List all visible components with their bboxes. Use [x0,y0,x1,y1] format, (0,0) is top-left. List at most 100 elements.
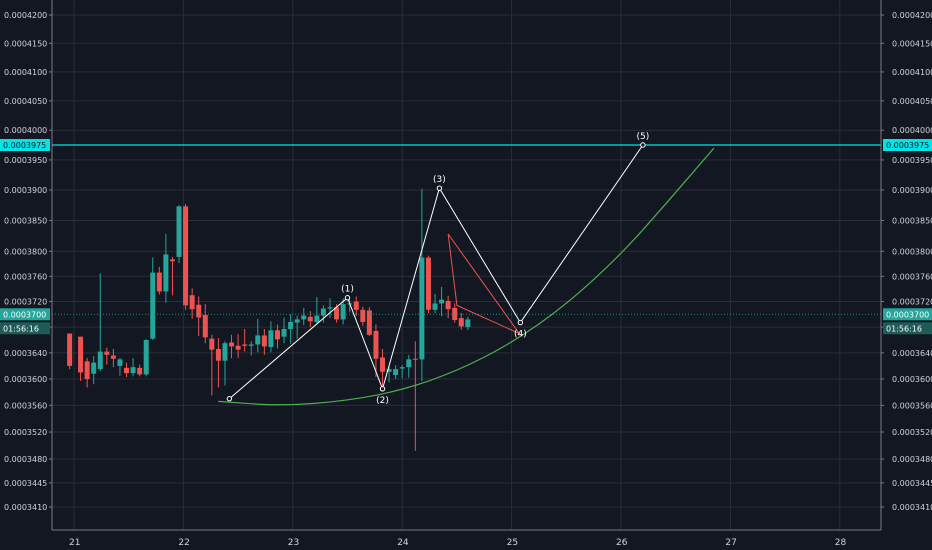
x-tick-label: 21 [69,538,80,548]
level-badge-right: 0.0003975 [883,139,932,152]
candle [229,334,235,359]
candle [248,341,254,356]
candle-body [314,315,320,322]
candle-body [425,257,431,310]
price-badge-left-text: 0.0003700 [3,310,46,319]
candle [458,313,464,330]
y-tick-label-right: 0.0003410 [892,503,932,512]
candle [97,273,103,372]
x-tick-label: 28 [835,538,847,548]
candle [84,358,90,388]
candle [110,348,116,368]
x-tick-label: 25 [507,538,518,548]
candle [301,307,307,326]
candle [419,188,425,381]
candle-body [209,338,215,350]
candle-body [150,272,156,339]
y-tick-label-right: 0.0003720 [892,298,932,307]
candle-body [445,300,451,310]
candle-body [248,344,254,346]
candle-body [176,206,182,257]
price-badge-right-text: 0.0003700 [886,310,929,319]
candle [117,358,123,376]
y-tick-label-left: 0.0004150 [4,39,47,48]
level-badge-left: 0.0003975 [0,139,50,152]
candle-body [320,308,326,316]
candle [78,336,84,381]
candle [380,348,386,389]
candle [215,338,221,388]
grid [52,0,881,530]
wave-label: (4) [514,330,527,340]
wave-line [229,144,644,400]
x-tick-label: 22 [178,538,189,548]
candle-body [78,336,84,373]
candle-body [380,357,386,372]
candle-body [268,330,274,348]
candle-body [360,309,366,322]
candle-body [124,367,130,374]
candle [353,296,359,317]
candle [425,255,431,314]
candle [261,329,267,355]
candle [274,324,280,349]
candle [386,365,392,383]
timer-badge-right: 01:56:16 [883,322,932,335]
y-tick-label-right: 0.0003480 [892,455,932,464]
candle [202,304,208,344]
y-tick-label-left: 0.0003800 [4,247,47,256]
candle-body [439,299,445,304]
candle-body [353,301,359,310]
triangle-pattern [447,233,521,335]
candle-body [393,369,399,376]
wave-label: (2) [376,396,389,406]
y-tick-label-left: 0.0003760 [4,272,47,281]
level-badge-right-text: 0.0003975 [886,141,929,150]
wave-point [344,295,351,301]
support-curve [218,147,715,406]
y-tick-label-right: 0.0003640 [892,349,932,358]
candle [366,307,372,337]
y-tick-label-right: 0.0003560 [892,401,932,410]
y-tick-label-left: 0.0003900 [4,186,47,195]
candle [222,341,228,386]
x-tick-label: 27 [725,538,736,548]
candle [150,257,156,340]
candle [124,362,130,378]
candle-body [288,321,294,330]
candle [67,333,73,370]
candle [91,356,97,385]
candle-body [261,335,267,347]
y-tick-label-left: 0.0004000 [4,126,47,135]
candle-body [294,319,300,323]
price-badge-left: 0.0003700 [0,308,50,321]
candle-body [163,254,169,292]
candle-body [229,342,235,347]
candle-body [386,369,392,372]
candle-body [215,348,221,361]
candle-body [196,304,202,318]
candle [176,205,182,264]
x-tick-label: 24 [397,538,409,548]
timer-badge-left-text: 01:56:16 [3,324,39,333]
candle [163,233,169,303]
level-badge-left-text: 0.0003975 [3,141,46,150]
candle-body [281,329,287,337]
candle [294,315,300,339]
y-tick-label-right: 0.0003600 [892,375,932,384]
y-tick-label-right: 0.0003900 [892,186,932,195]
candle-body [104,351,110,355]
candle [196,296,202,337]
candle-body [235,345,241,350]
candle-body [327,307,333,309]
y-tick-label-right: 0.0003520 [892,428,932,437]
candle [288,314,294,344]
candle-body [143,339,149,375]
timer-badge-right-text: 01:56:16 [886,324,922,333]
candle-body [97,351,103,370]
wave-drawing: (1) (2) (3) (4) (5) [226,132,650,406]
candle-body [373,330,379,359]
candle [360,306,366,326]
wave-label: (5) [637,132,650,142]
